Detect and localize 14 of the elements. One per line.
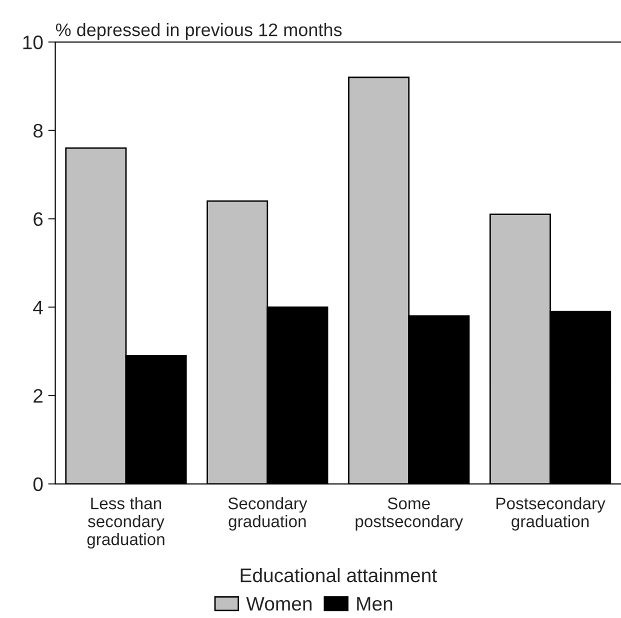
legend-label: Men bbox=[357, 597, 392, 611]
legend-label: Women bbox=[246, 597, 312, 611]
x-tick-label: Less than secondary graduation bbox=[87, 497, 164, 549]
x-tick-label: Postsecondary graduation bbox=[496, 497, 606, 531]
y-tick-label: 8 bbox=[33, 124, 43, 138]
y-tick-label: 2 bbox=[34, 388, 42, 403]
y-tick-label: 0 bbox=[33, 477, 43, 492]
x-tick-label: Some postsecondary bbox=[356, 498, 464, 531]
y-tick-label: 6 bbox=[34, 212, 43, 226]
y-tick-label: 4 bbox=[33, 300, 43, 314]
y-axis-title: % depressed in previous 12 months bbox=[56, 22, 342, 40]
y-tick-label: 10 bbox=[23, 35, 43, 50]
x-tick-label: Secondary graduation bbox=[228, 497, 308, 531]
x-axis-title: Educational attainment bbox=[240, 568, 437, 582]
